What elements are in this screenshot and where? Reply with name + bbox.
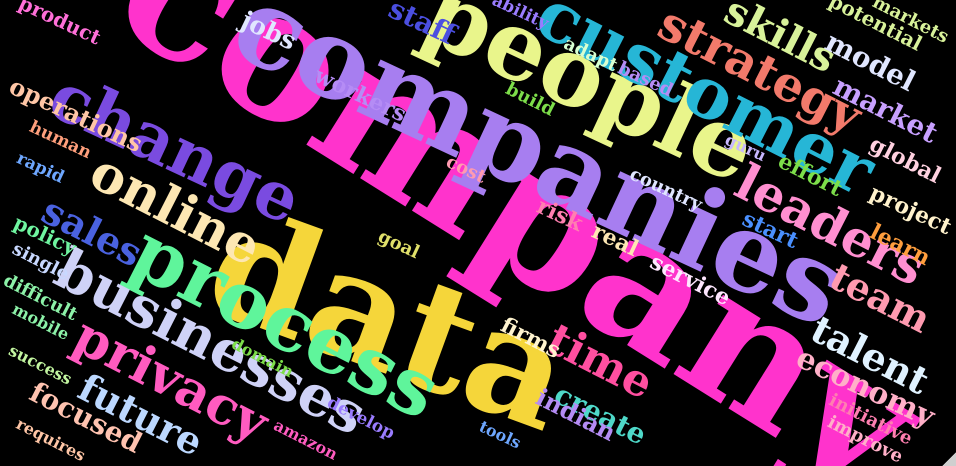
word-rapid: rapid bbox=[13, 147, 68, 188]
resize-grip-icon bbox=[942, 452, 956, 466]
word-product: product bbox=[15, 0, 105, 50]
